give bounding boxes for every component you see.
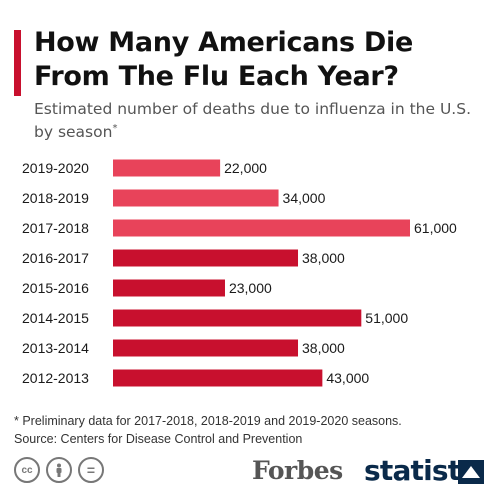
value-label: 38,000: [302, 340, 345, 356]
footer: cc = Forbes statista: [0, 452, 500, 492]
value-label: 22,000: [224, 160, 267, 176]
bar-chart: 2019-2020 22,000 2018-2019 34,000 2017-2018 6…: [22, 159, 457, 387]
footnote-preliminary: * Preliminary data for 2017-2018, 2018-2…: [14, 414, 402, 428]
bar[interactable]: [113, 339, 299, 357]
value-label: 38,000: [302, 250, 345, 266]
value-label: 34,000: [283, 190, 326, 206]
category-label: 2019-2020: [22, 160, 89, 176]
bar[interactable]: [113, 249, 299, 267]
category-label: 2016-2017: [22, 250, 89, 266]
bar[interactable]: [113, 159, 221, 177]
category-label: 2013-2014: [22, 340, 89, 356]
chart-subtitle: Estimated number of deaths due to influe…: [34, 99, 474, 142]
forbes-logo[interactable]: Forbes: [252, 456, 343, 485]
cc-icon[interactable]: cc: [14, 457, 40, 483]
chart-title: How Many Americans Die From The Flu Each…: [34, 27, 414, 92]
title-accent-bar: [14, 30, 21, 96]
nd-icon-label: =: [86, 462, 96, 478]
category-label: 2018-2019: [22, 190, 89, 206]
bar[interactable]: [113, 279, 225, 297]
bar[interactable]: [113, 219, 410, 237]
footnote-source: Source: Centers for Disease Control and …: [14, 432, 303, 446]
bar[interactable]: [113, 369, 323, 387]
no-derivatives-icon[interactable]: =: [78, 457, 104, 483]
subtitle-text: Estimated number of deaths due to influe…: [34, 100, 472, 142]
category-label: 2014-2015: [22, 310, 89, 326]
footnote: * Preliminary data for 2017-2018, 2018-2…: [14, 412, 494, 448]
value-label: 23,000: [229, 280, 272, 296]
value-label: 51,000: [365, 310, 408, 326]
bar[interactable]: [113, 189, 279, 207]
category-label: 2015-2016: [22, 280, 89, 296]
cc-icon-label: cc: [21, 464, 33, 476]
bar[interactable]: [113, 309, 362, 327]
subtitle-footnote-marker: *: [112, 123, 118, 134]
category-label: 2017-2018: [22, 220, 89, 236]
category-label: 2012-2013: [22, 370, 89, 386]
person-glyph: [56, 463, 62, 477]
attribution-icon[interactable]: [46, 457, 72, 483]
license-icons: cc =: [14, 457, 104, 483]
statista-mark-icon: [458, 460, 484, 484]
value-label: 61,000: [414, 220, 457, 236]
value-label: 43,000: [326, 370, 369, 386]
